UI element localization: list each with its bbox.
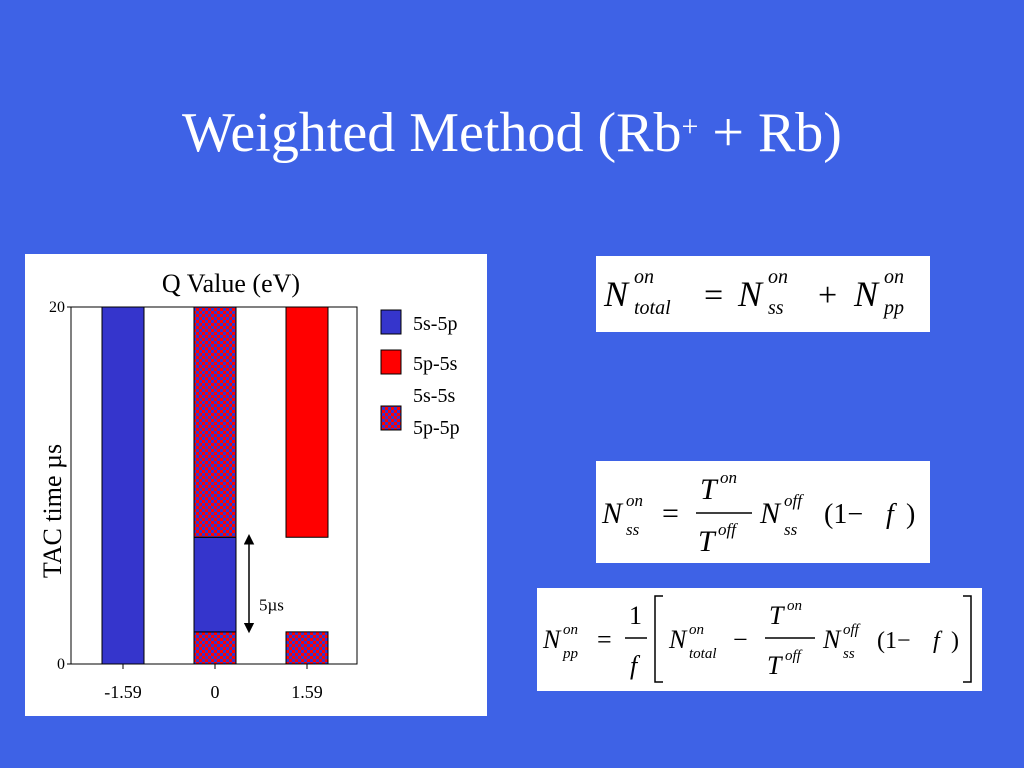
equation-pp-svg: N on pp = 1 f N on total − T on T off N … xyxy=(542,595,972,683)
legend-label-0: 5s-5p xyxy=(413,313,457,335)
equation-ss-svg: N on ss = T on T off N off ss (1− f ) xyxy=(601,468,915,558)
equation-total-svg: N on total = N on ss + N on pp xyxy=(603,266,904,319)
eq3-n-off: off xyxy=(843,622,861,638)
equation-total: N on total = N on ss + N on pp xyxy=(596,256,930,332)
bar-segment-5 xyxy=(285,306,329,538)
eq3-on-2: on xyxy=(689,622,704,638)
eq2-t-off: off xyxy=(718,520,738,539)
equation-pp: N on pp = 1 f N on total − T on T off N … xyxy=(537,588,982,691)
eq2-n-ss: N xyxy=(759,497,782,530)
eq3-sub-total: total xyxy=(689,646,717,662)
eq3-f: f xyxy=(933,628,943,654)
bar-segment-3 xyxy=(193,306,237,538)
chart-panel: Q Value (eV) 20 0 -1.59 0 1.59 5µs 5s-5p 5p-5s… xyxy=(25,254,487,716)
eq1-n-pp: N xyxy=(853,274,880,314)
slide-title: Weighted Method (Rb+ + Rb) xyxy=(0,98,1024,168)
eq3-t-den: T xyxy=(767,651,783,680)
eq2-n-off: off xyxy=(784,491,804,510)
eq3-left-bracket xyxy=(654,595,663,683)
annotation-label: 5µs xyxy=(259,596,284,615)
eq1-on-2: on xyxy=(768,266,788,288)
eq1-n-total: N xyxy=(603,274,630,314)
eq3-n-ss: N xyxy=(822,625,842,654)
chart-title: Q Value (eV) xyxy=(162,269,300,298)
eq2-t-den: T xyxy=(698,525,717,558)
title-end: + Rb) xyxy=(698,102,842,164)
eq3-sub-pp: pp xyxy=(562,646,579,662)
title-superscript: + xyxy=(681,110,699,143)
x-tick-label-0: -1.59 xyxy=(104,682,142,702)
x-tick-label-2: 1.59 xyxy=(291,682,323,702)
eq2-t-num: T xyxy=(700,473,719,506)
eq1-equals: = xyxy=(704,277,723,314)
bar-segment-0 xyxy=(101,306,145,665)
eq2-sub-ss: ss xyxy=(626,520,640,539)
eq2-n: N xyxy=(601,497,624,530)
chart-svg: Q Value (eV) 20 0 -1.59 0 1.59 5µs 5s-5p 5p-5s… xyxy=(38,269,460,702)
eq1-on-1: on xyxy=(634,266,654,288)
eq1-sub-total: total xyxy=(634,297,671,319)
eq2-t-on: on xyxy=(720,468,737,487)
bar-segment-2 xyxy=(193,536,237,633)
eq1-sub-ss: ss xyxy=(768,297,784,319)
eq3-equals: = xyxy=(597,625,612,654)
eq3-t-off: off xyxy=(785,648,803,664)
eq3-on: on xyxy=(563,622,578,638)
bar-segment-4 xyxy=(285,631,329,665)
eq3-n-total: N xyxy=(668,625,688,654)
eq3-one: 1 xyxy=(629,601,642,630)
eq3-t-num: T xyxy=(769,601,785,630)
y-axis-label: TAC time µs xyxy=(38,444,67,578)
eq3-one-minus: (1− xyxy=(877,628,911,654)
legend-swatch-1 xyxy=(380,349,402,375)
y-tick-label-0: 20 xyxy=(49,299,65,316)
eq3-n: N xyxy=(542,625,562,654)
eq3-right-bracket xyxy=(963,595,972,683)
legend-label-2-1: 5p-5p xyxy=(413,417,460,439)
eq1-n-ss: N xyxy=(737,274,764,314)
bar-segment-1 xyxy=(193,631,237,665)
equation-ss: N on ss = T on T off N off ss (1− f ) xyxy=(596,461,930,563)
eq2-one-minus: (1− xyxy=(824,499,863,530)
eq3-close: ) xyxy=(951,628,959,654)
eq3-minus: − xyxy=(733,625,748,654)
eq1-plus: + xyxy=(818,277,837,314)
eq3-t-on: on xyxy=(787,598,802,614)
eq3-n-sub-ss: ss xyxy=(843,646,855,662)
eq2-f: f xyxy=(886,499,897,530)
eq2-on: on xyxy=(626,491,643,510)
eq2-equals: = xyxy=(662,497,679,530)
eq3-f-den: f xyxy=(630,651,641,680)
eq2-n-sub-ss: ss xyxy=(784,520,798,539)
legend-label-1: 5p-5s xyxy=(413,353,458,375)
title-main: Weighted Method (Rb xyxy=(182,102,682,164)
y-tick-label-1: 0 xyxy=(57,656,65,673)
legend-swatch-2 xyxy=(380,405,402,431)
x-tick-label-1: 0 xyxy=(211,682,220,702)
eq1-on-3: on xyxy=(884,266,904,288)
eq1-sub-pp: pp xyxy=(882,297,904,319)
eq2-close: ) xyxy=(906,499,915,530)
legend-swatch-0 xyxy=(380,309,402,335)
legend-label-2-0: 5s-5s xyxy=(413,385,455,407)
